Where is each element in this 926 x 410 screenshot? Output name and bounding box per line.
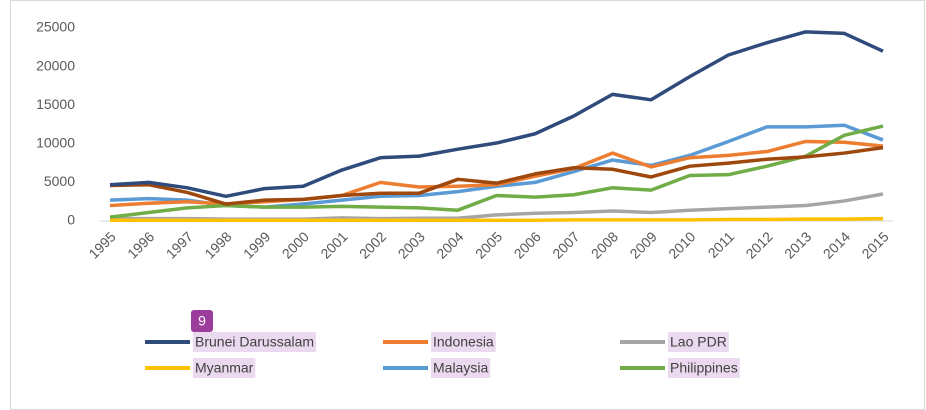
x-tick-label: 2005 bbox=[472, 228, 505, 261]
y-tick-label: 0 bbox=[67, 212, 75, 228]
y-tick-label: 5000 bbox=[44, 173, 75, 189]
x-tick-label: 1999 bbox=[240, 228, 273, 261]
badge-label: 9 bbox=[198, 313, 206, 329]
x-tick-label: 2000 bbox=[279, 228, 312, 261]
legend-label: Malaysia bbox=[433, 360, 488, 376]
y-tick-label: 15000 bbox=[36, 96, 75, 112]
x-tick-label: 2010 bbox=[665, 228, 698, 261]
legend-highlight bbox=[668, 358, 740, 378]
legend-highlight bbox=[431, 332, 496, 352]
x-tick-label: 2001 bbox=[317, 228, 350, 261]
x-tick-label: 2015 bbox=[858, 228, 891, 261]
y-tick-label: 25000 bbox=[36, 19, 75, 35]
x-tick-label: 2002 bbox=[356, 228, 389, 261]
x-tick-label: 2014 bbox=[820, 228, 853, 261]
legend-label: Indonesia bbox=[433, 334, 494, 350]
legend-label: Myanmar bbox=[195, 360, 254, 376]
y-tick-label: 10000 bbox=[36, 135, 75, 151]
x-tick-label: 2006 bbox=[511, 228, 544, 261]
series-line bbox=[110, 216, 884, 222]
badge bbox=[191, 310, 213, 332]
x-tick-label: 2004 bbox=[433, 228, 466, 261]
x-tick-label: 1997 bbox=[163, 228, 196, 261]
series-line bbox=[109, 124, 884, 219]
legend-label: Philippines bbox=[670, 360, 738, 376]
legend-label: Brunei Darussalam bbox=[195, 334, 314, 350]
x-tick-label: 2009 bbox=[626, 228, 659, 261]
series-line bbox=[109, 145, 884, 206]
legend-highlight bbox=[668, 332, 729, 352]
x-tick-label: 1996 bbox=[124, 228, 157, 261]
x-tick-label: 1995 bbox=[85, 228, 118, 261]
x-tick-label: 2013 bbox=[781, 228, 814, 261]
x-tick-label: 2011 bbox=[705, 228, 738, 261]
x-tick-label: 2012 bbox=[742, 228, 775, 261]
x-tick-label: 2003 bbox=[395, 228, 428, 261]
x-tick-label: 1998 bbox=[201, 228, 234, 261]
legend-label: Lao PDR bbox=[670, 334, 727, 350]
legend-highlight bbox=[193, 332, 317, 352]
series-line bbox=[109, 30, 884, 199]
y-tick-label: 20000 bbox=[36, 57, 75, 73]
legend-highlight bbox=[431, 358, 491, 378]
legend-highlight bbox=[193, 358, 256, 378]
x-tick-label: 2007 bbox=[549, 228, 582, 261]
x-tick-label: 2008 bbox=[588, 228, 621, 261]
